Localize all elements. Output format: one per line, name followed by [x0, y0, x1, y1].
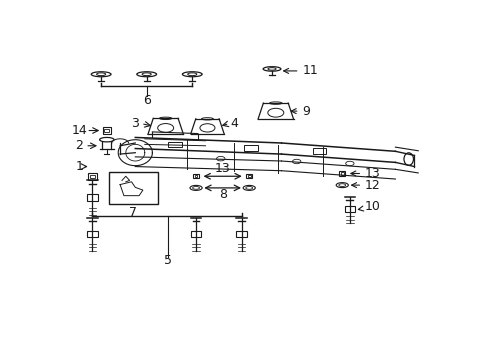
Text: 13: 13: [351, 167, 381, 180]
Bar: [104, 129, 109, 132]
Bar: [109, 172, 158, 204]
Bar: [341, 172, 343, 175]
Bar: [87, 231, 98, 237]
Text: 11: 11: [284, 64, 318, 77]
Bar: [169, 142, 182, 148]
Text: 4: 4: [230, 117, 238, 130]
Bar: [344, 206, 355, 212]
Bar: [87, 194, 98, 201]
Text: 6: 6: [143, 94, 150, 107]
Bar: [313, 148, 326, 154]
Bar: [248, 175, 251, 177]
Text: 12: 12: [352, 179, 381, 192]
Text: 2: 2: [75, 139, 83, 152]
Bar: [195, 175, 197, 177]
Bar: [90, 175, 95, 178]
Text: 9: 9: [291, 105, 310, 118]
Text: 7: 7: [129, 206, 137, 219]
Text: 8: 8: [219, 188, 227, 201]
Bar: [193, 174, 199, 178]
Bar: [340, 171, 345, 176]
Text: 3: 3: [131, 117, 139, 130]
Text: 10: 10: [358, 200, 381, 213]
Bar: [236, 231, 247, 237]
Bar: [246, 174, 252, 178]
Text: 5: 5: [164, 254, 171, 267]
Text: 14: 14: [72, 124, 87, 137]
Text: 1: 1: [75, 160, 83, 173]
Text: 13: 13: [215, 162, 230, 175]
Bar: [102, 127, 111, 134]
Bar: [88, 172, 97, 180]
Bar: [245, 145, 258, 151]
Bar: [191, 231, 201, 237]
